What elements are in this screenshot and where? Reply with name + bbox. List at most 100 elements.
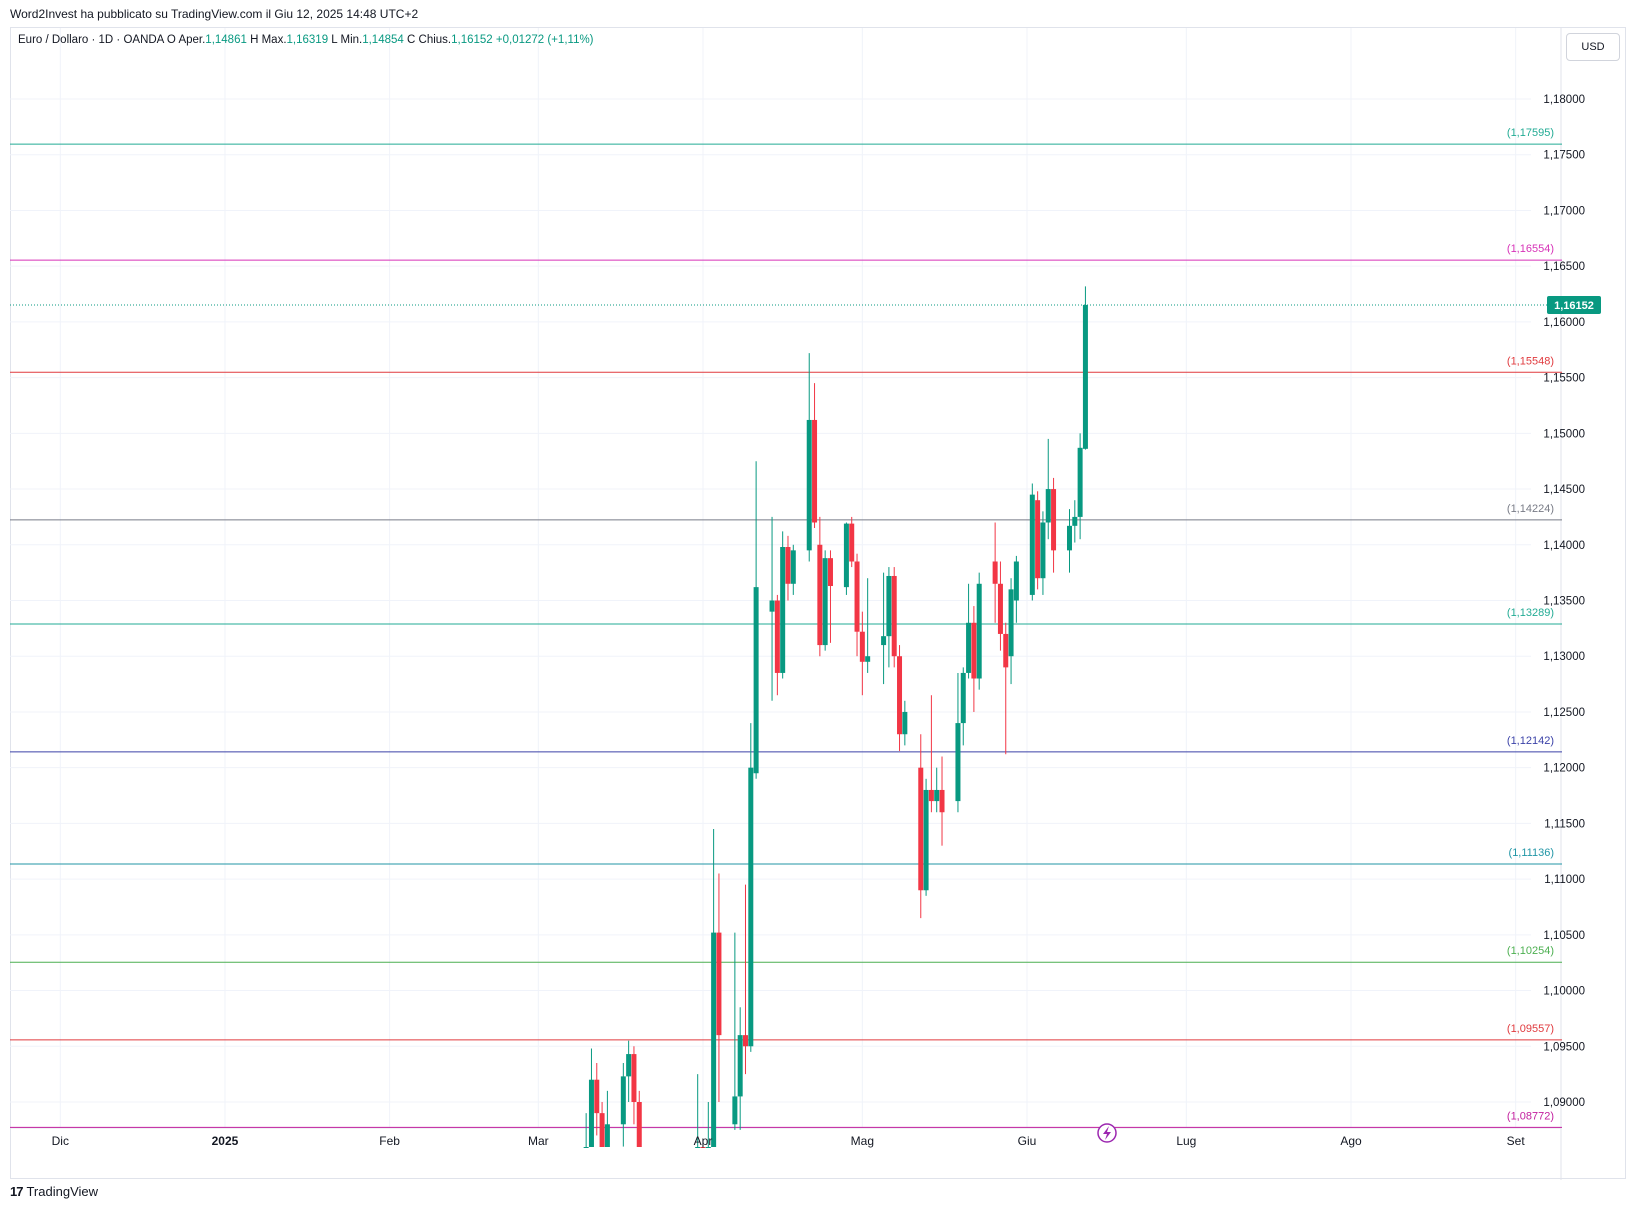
- legend-high-value: 1,16319: [286, 34, 329, 46]
- candle-body: [955, 723, 961, 802]
- price-axis: 1,18000 1,17500 1,17000 1,16500 1,16000 1,155…: [1543, 94, 1585, 1109]
- candle-body: [918, 767, 924, 891]
- candle-body: [897, 656, 903, 735]
- candle-body: [769, 600, 775, 612]
- candle-body: [960, 672, 966, 724]
- y-tick-label: 1,15000: [1543, 428, 1585, 440]
- candle-body: [1051, 489, 1057, 551]
- y-tick-label: 1,16000: [1543, 317, 1585, 329]
- candle-body: [732, 1096, 738, 1125]
- candles-layer: [583, 286, 1088, 1148]
- candle-body: [588, 1079, 594, 1147]
- tradingview-footer[interactable]: 17 TradingView: [10, 1184, 98, 1199]
- level-label: (1,09557): [1507, 1023, 1554, 1035]
- candle-body: [881, 636, 887, 646]
- candle-body: [854, 561, 860, 632]
- candle-body: [827, 558, 833, 587]
- level-label: (1,12142): [1507, 735, 1554, 747]
- candle-body: [928, 789, 934, 802]
- x-tick-label: 2025: [212, 1134, 239, 1148]
- candle-body: [790, 550, 796, 584]
- level-label: (1,13289): [1507, 607, 1554, 619]
- candle-body: [785, 547, 791, 584]
- chart-frame: [10, 27, 1626, 1179]
- y-tick-label: 1,12000: [1543, 763, 1585, 775]
- candle-body: [626, 1054, 632, 1077]
- candle-body: [753, 587, 759, 774]
- legend-high-prefix: Max.: [261, 34, 287, 46]
- legend-change: +0,01272 (+1,11%): [495, 34, 594, 46]
- flash-event-icon[interactable]: [1097, 1123, 1117, 1143]
- candle-body: [620, 1076, 626, 1125]
- last-price-label: 1,16152: [1554, 300, 1594, 312]
- legend-low-value: 1,14854: [362, 34, 404, 46]
- legend-open-value: 1,14861: [205, 34, 247, 46]
- y-tick-label: 1,14500: [1543, 484, 1585, 496]
- candle-body: [716, 932, 722, 1036]
- candle-body: [604, 1124, 610, 1147]
- legend-open-label: O: [166, 34, 176, 46]
- candle-body: [636, 1102, 642, 1147]
- x-tick-label: Mag: [851, 1134, 874, 1148]
- tradingview-brand: TradingView: [26, 1184, 99, 1199]
- symbol-legend: Euro / Dollaro · 1D · OANDA O Aper.1,148…: [18, 34, 594, 46]
- legend-close-label: C: [407, 34, 416, 46]
- y-tick-label: 1,10000: [1543, 986, 1585, 998]
- candle-body: [992, 561, 998, 584]
- y-tick-label: 1,12500: [1543, 707, 1585, 719]
- x-tick-label: Lug: [1176, 1134, 1196, 1148]
- y-tick-label: 1,09000: [1543, 1097, 1585, 1109]
- candle-body: [997, 583, 1003, 634]
- candle-body: [843, 523, 849, 588]
- candle-body: [700, 1147, 706, 1148]
- x-tick-label: Apr: [694, 1134, 713, 1148]
- y-tick-label: 1,09500: [1543, 1041, 1585, 1053]
- last-price-layer: 1,16152: [10, 295, 1601, 314]
- candle-body: [817, 544, 823, 646]
- candle-body: [1013, 561, 1019, 601]
- level-label: (1,15548): [1507, 355, 1554, 367]
- candle-body: [1072, 516, 1078, 526]
- candle-body: [1082, 304, 1088, 449]
- candle-body: [1077, 447, 1083, 517]
- y-tick-label: 1,10500: [1543, 930, 1585, 942]
- y-tick-label: 1,14000: [1543, 540, 1585, 552]
- x-tick-label: Mar: [528, 1134, 549, 1148]
- candle-body: [806, 419, 812, 551]
- x-tick-label: Ago: [1340, 1134, 1362, 1148]
- legend-low-prefix: Min.: [340, 34, 363, 46]
- candle-body: [849, 523, 855, 562]
- candle-body: [902, 711, 908, 735]
- y-tick-label: 1,18000: [1543, 94, 1585, 106]
- candle-body: [966, 622, 972, 673]
- candle-body: [976, 583, 982, 679]
- x-tick-label: Set: [1507, 1134, 1526, 1148]
- candle-body: [594, 1079, 600, 1114]
- candle-body: [742, 1035, 748, 1047]
- candle-body: [631, 1054, 637, 1102]
- level-label: (1,16554): [1507, 243, 1554, 255]
- legend-low-label: L: [331, 34, 338, 46]
- candle-body: [971, 622, 977, 679]
- y-tick-label: 1,17000: [1543, 205, 1585, 217]
- y-tick-label: 1,16500: [1543, 261, 1585, 273]
- candle-body: [1029, 494, 1035, 595]
- candle-body: [822, 558, 828, 646]
- candle-body: [583, 1147, 589, 1148]
- level-label: (1,14224): [1507, 503, 1554, 515]
- candle-body: [859, 631, 865, 662]
- candle-body: [886, 575, 892, 637]
- level-label: (1,11136): [1509, 847, 1554, 859]
- candle-body: [695, 1147, 701, 1148]
- legend-high-label: H: [250, 34, 259, 46]
- tradingview-logo-icon: 17: [10, 1184, 24, 1199]
- candle-body: [812, 419, 818, 523]
- legend-symbol: Euro / Dollaro · 1D · OANDA: [18, 34, 164, 46]
- candle-body: [774, 600, 780, 673]
- candle-body: [939, 789, 945, 813]
- publisher-caption: Word2Invest ha pubblicato su TradingView…: [10, 7, 419, 21]
- level-label: (1,08772): [1507, 1110, 1554, 1122]
- currency-button[interactable]: USD: [1566, 33, 1620, 61]
- candle-body: [923, 789, 929, 891]
